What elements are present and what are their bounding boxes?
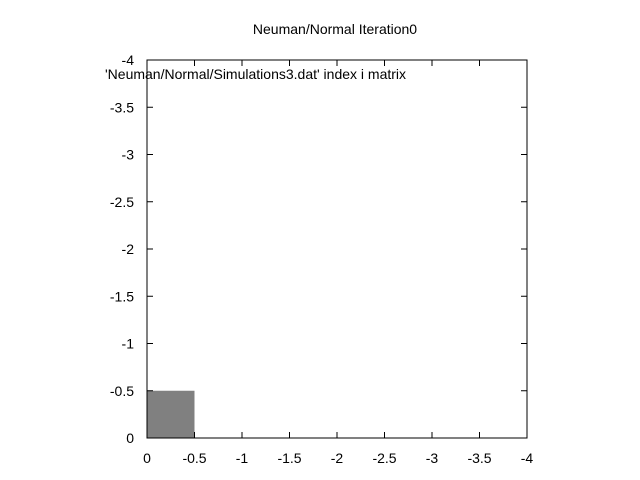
y-tick-label: -3 [122,147,135,163]
y-tick-label: -1 [122,336,135,352]
y-tick-label: -0.5 [110,383,134,399]
x-tick-label: -2 [331,450,344,466]
y-tick-label: -4 [122,52,135,68]
plot-frame [146,59,528,439]
x-axis: 0 -0.5 -1 -1.5 -2 -2.5 -3 -3.5 -4 [143,60,533,466]
y-tick-label: -1.5 [110,288,134,304]
x-tick-label: -1 [236,450,249,466]
chart-title: Neuman/Normal Iteration0 [253,21,417,37]
y-tick-label: -2 [122,241,135,257]
y-tick-label: -3.5 [110,99,134,115]
x-tick-label: -1.5 [277,450,301,466]
legend-entry: 'Neuman/Normal/Simulations3.dat' index i… [105,66,406,82]
x-tick-label: 0 [143,450,151,466]
x-tick-label: -4 [521,450,534,466]
x-tick-label: -3 [426,450,439,466]
y-axis: 0 -0.5 -1 -1.5 -2 -2.5 -3 -3.5 -4 [110,52,527,446]
y-tick-label: 0 [126,430,134,446]
matrix-cells [147,390,195,438]
x-tick-label: -3.5 [467,450,491,466]
x-tick-label: -0.5 [182,450,206,466]
y-tick-label: -2.5 [110,194,134,210]
x-tick-label: -2.5 [372,450,396,466]
matrix-cell-0 [147,390,195,438]
